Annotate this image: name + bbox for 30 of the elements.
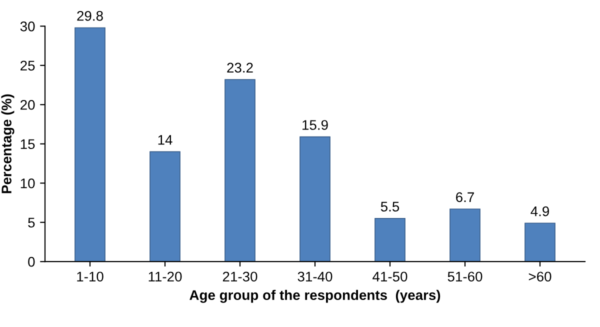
data-label: 6.7 [456, 192, 474, 202]
y-tick-label: 15 [20, 139, 35, 150]
bar [74, 27, 106, 262]
x-tick-label: 1-10 [77, 272, 104, 282]
data-label: 5.5 [380, 202, 400, 212]
bar [374, 218, 406, 262]
bar [524, 222, 556, 262]
data-label: 4.9 [530, 206, 549, 216]
x-axis-title: Age group of the respondents (years) [190, 290, 440, 303]
y-tick-label: 30 [20, 21, 35, 32]
bar [150, 151, 180, 262]
x-tick-label: 11-20 [148, 272, 182, 282]
y-tick-label: 10 [20, 178, 35, 188]
data-label: 29.8 [77, 10, 103, 21]
y-axis-title: Percentage (%) [1, 94, 14, 194]
x-tick-label: 21-30 [222, 272, 258, 282]
data-label: 14 [158, 135, 172, 145]
data-label: 15.9 [302, 120, 328, 130]
x-tick-label: 51-60 [448, 272, 482, 282]
data-label: 23.2 [227, 62, 253, 73]
y-tick-label: 20 [20, 100, 35, 110]
bar [300, 136, 330, 262]
x-tick-label: 41-50 [372, 272, 408, 282]
x-tick-label: >60 [528, 272, 552, 282]
y-tick-label: 5 [28, 218, 35, 228]
y-tick-label: 25 [20, 60, 35, 71]
bar [224, 79, 256, 262]
bar [450, 208, 480, 262]
y-tick-label: 0 [28, 256, 35, 267]
x-tick-label: 31-40 [298, 272, 332, 282]
